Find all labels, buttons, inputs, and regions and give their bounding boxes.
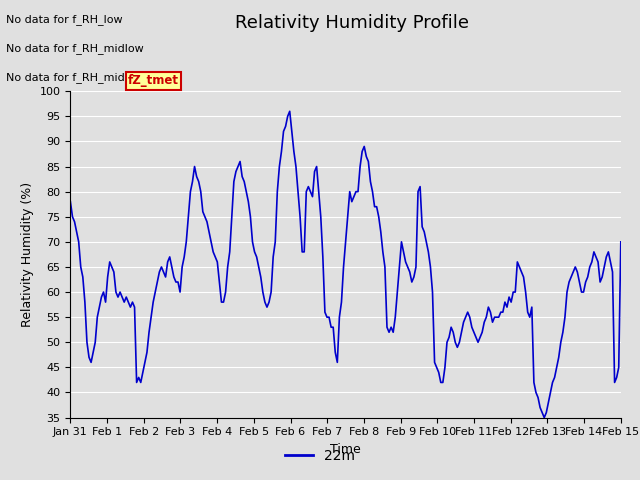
Text: fZ_tmet: fZ_tmet xyxy=(128,74,179,87)
Y-axis label: Relativity Humidity (%): Relativity Humidity (%) xyxy=(21,182,34,327)
Text: Relativity Humidity Profile: Relativity Humidity Profile xyxy=(235,14,469,33)
Text: No data for f_RH_midlow: No data for f_RH_midlow xyxy=(6,43,144,54)
Text: No data for f_RH_midtop: No data for f_RH_midtop xyxy=(6,72,143,83)
Legend: 22m: 22m xyxy=(280,443,360,468)
Text: No data for f_RH_low: No data for f_RH_low xyxy=(6,14,123,25)
X-axis label: Time: Time xyxy=(330,443,361,456)
